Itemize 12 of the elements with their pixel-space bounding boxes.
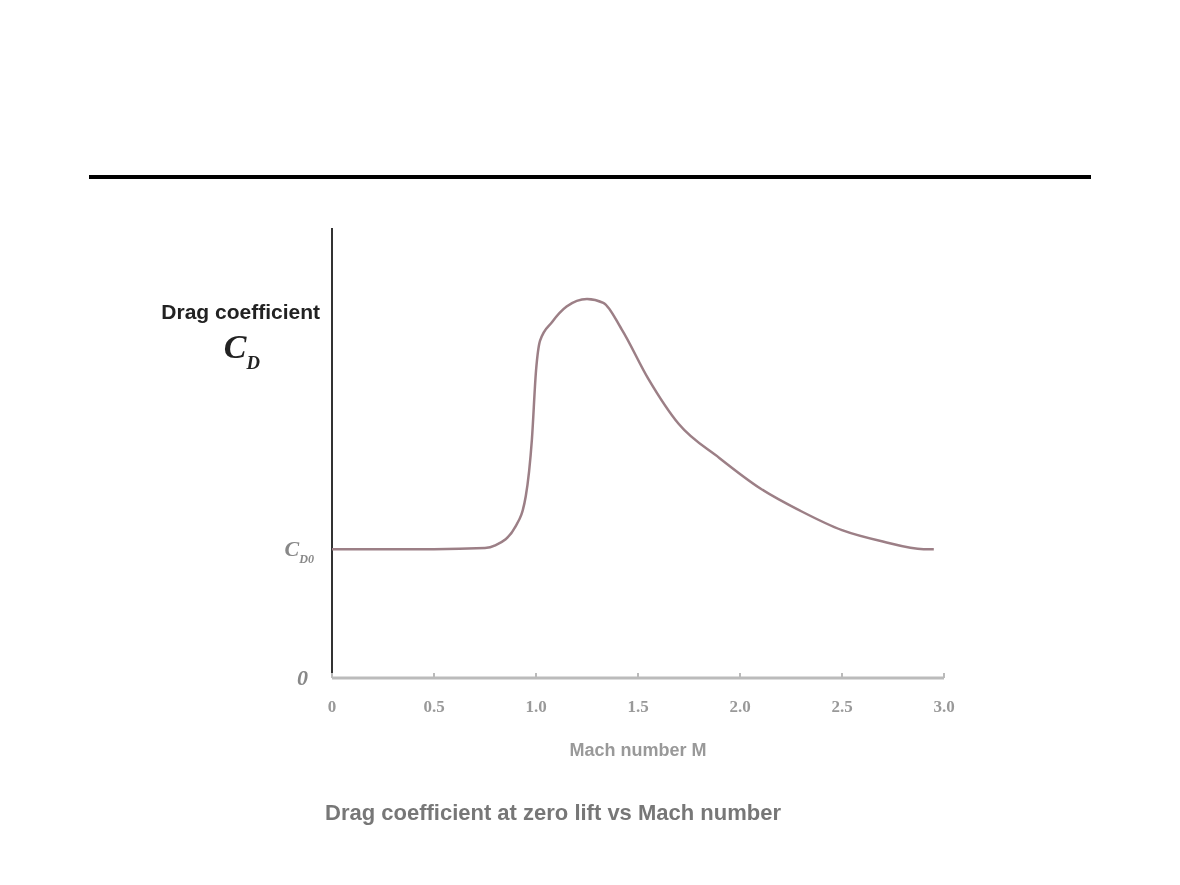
x-tick-label: 0.5 xyxy=(423,697,445,716)
x-axis-title: Mach number M xyxy=(569,740,707,760)
y-axis-title: Drag coefficient C$_{D}$ xyxy=(161,300,320,373)
x-tick-label: 2.0 xyxy=(729,697,751,716)
text: 0 xyxy=(297,665,308,690)
x-tick-label: 3.0 xyxy=(933,697,955,716)
x-tick-label: 1.0 xyxy=(525,697,547,716)
x-tick-label: 2.5 xyxy=(831,697,853,716)
annotation: C$_{D0}$ xyxy=(284,536,314,567)
x-tick-label: 1.5 xyxy=(627,697,649,716)
x-tick-label: 0 xyxy=(327,697,337,716)
text: Drag coefficient at zero lift vs Mach number xyxy=(325,800,782,825)
